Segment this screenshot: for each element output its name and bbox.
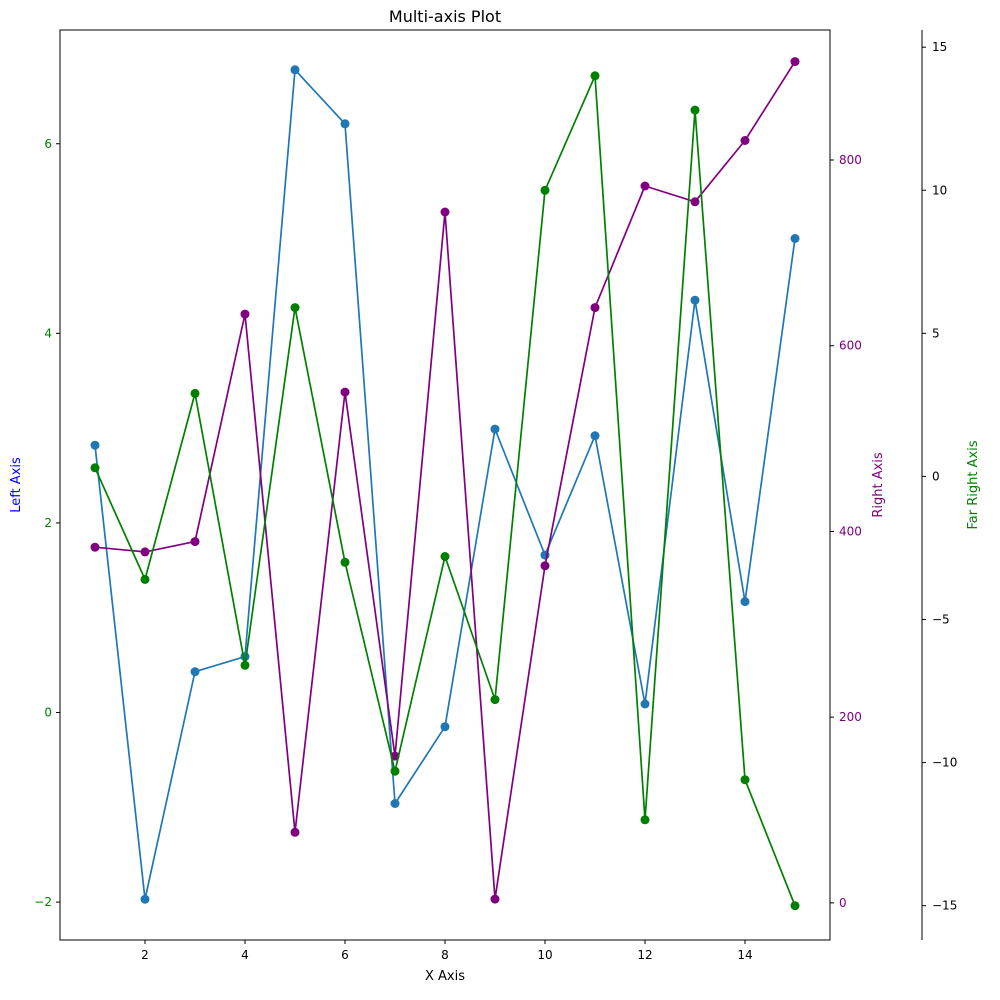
data-point-left: [740, 597, 750, 607]
data-point-far_right: [290, 303, 300, 313]
far-right-axis-label: Far Right Axis: [966, 440, 981, 529]
data-point-left: [140, 894, 150, 904]
x-tick-label: 4: [241, 948, 249, 962]
data-point-far_right: [390, 766, 400, 776]
left-axis-label: Left Axis: [9, 457, 24, 513]
data-point-right: [190, 537, 200, 547]
far-right-tick-label: −10: [932, 756, 957, 770]
right-tick-label: 600: [839, 339, 862, 353]
data-point-left: [490, 424, 500, 434]
right-tick-label: 200: [839, 710, 862, 724]
x-tick-label: 8: [441, 948, 449, 962]
data-point-right: [740, 136, 750, 145]
data-point-right: [290, 827, 300, 837]
data-point-right: [490, 894, 500, 904]
x-tick-label: 2: [141, 948, 149, 962]
data-point-far_right: [140, 574, 150, 584]
left-tick-label: 2: [44, 516, 52, 530]
data-point-far_right: [540, 185, 550, 195]
far-right-tick-label: 10: [932, 183, 947, 197]
chart-title: Multi-axis Plot: [389, 7, 501, 26]
x-tick-label: 12: [637, 948, 652, 962]
data-point-far_right: [340, 557, 350, 567]
data-point-far_right: [190, 388, 200, 398]
data-point-right: [240, 309, 250, 319]
data-point-left: [190, 667, 200, 677]
data-point-left: [340, 119, 350, 129]
data-point-far_right: [640, 815, 650, 825]
data-point-left: [790, 234, 800, 243]
x-tick-label: 6: [341, 948, 349, 962]
data-point-left: [90, 440, 100, 450]
data-point-right: [90, 542, 100, 552]
data-point-far_right: [590, 71, 600, 81]
data-point-right: [790, 57, 800, 67]
right-tick-label: 400: [839, 524, 862, 538]
data-point-right: [140, 547, 150, 557]
far-right-tick-label: 0: [932, 469, 940, 483]
plot-layer: 2 4 6 8 10 12 14 −2 0 2 4 6 0 200 400 600 800 −15 −10 −5 0 5 1…: [34, 29, 957, 962]
left-tick-label: 6: [44, 137, 52, 151]
x-tick-label: 14: [737, 948, 752, 962]
data-point-far_right: [90, 463, 100, 473]
right-axis-label: Right Axis: [871, 452, 886, 518]
left-tick-label: 4: [44, 326, 52, 340]
far-right-tick-label: 5: [932, 326, 940, 340]
data-point-far_right: [240, 660, 250, 670]
data-point-far_right: [490, 695, 500, 705]
x-axis-label: X Axis: [425, 969, 465, 984]
data-point-left: [440, 722, 450, 732]
left-tick-label: −2: [34, 895, 52, 909]
data-point-far_right: [790, 901, 800, 911]
data-point-left: [290, 65, 300, 75]
data-point-far_right: [440, 552, 450, 561]
data-point-right: [690, 197, 700, 207]
data-point-far_right: [740, 775, 750, 785]
data-point-left: [590, 431, 600, 441]
data-point-right: [540, 561, 550, 571]
data-point-right: [440, 207, 450, 217]
data-point-right: [640, 181, 650, 191]
far-right-tick-label: −5: [932, 612, 950, 626]
far-right-tick-label: 15: [932, 40, 947, 54]
far-right-tick-label: −15: [932, 899, 957, 913]
left-tick-label: 0: [44, 706, 52, 720]
x-tick-label: 10: [537, 948, 552, 962]
data-point-right: [590, 303, 600, 313]
right-tick-label: 800: [839, 153, 862, 167]
data-point-left: [690, 295, 700, 305]
data-point-far_right: [690, 105, 700, 115]
data-point-right: [340, 387, 350, 397]
data-point-left: [390, 799, 400, 808]
right-tick-label: 0: [839, 896, 847, 910]
data-point-left: [640, 699, 650, 709]
